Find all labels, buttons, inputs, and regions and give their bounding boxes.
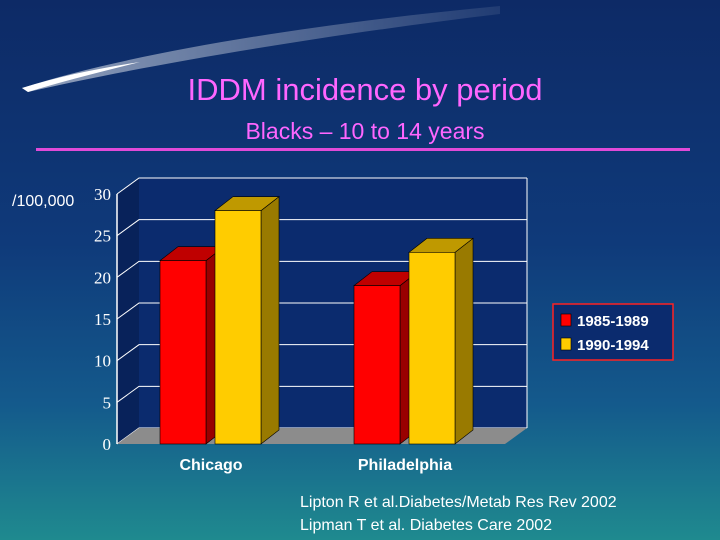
y-tick-label: 10 bbox=[94, 352, 111, 371]
gridline bbox=[116, 260, 527, 278]
legend-swatch bbox=[560, 337, 572, 351]
bar-1990-1994-Chicago bbox=[214, 210, 262, 445]
y-tick-label: 15 bbox=[94, 310, 111, 329]
y-tick-label: 30 bbox=[94, 185, 111, 204]
citation-2: Lipman T et al. Diabetes Care 2002 bbox=[300, 517, 553, 534]
gridline bbox=[116, 177, 527, 195]
bar-1985-1989-Philadelphia bbox=[353, 285, 401, 445]
legend-box bbox=[552, 303, 674, 361]
y-tick-label: 25 bbox=[94, 227, 111, 246]
bar-1990-1994-Philadelphia bbox=[408, 252, 456, 445]
x-tick-label: Chicago bbox=[179, 457, 242, 474]
bar-chart: 0 5 10 15 20 25 30 Chicago Philadelphia 1985-1989… bbox=[94, 177, 674, 474]
y-unit-label: /100,000 bbox=[12, 193, 75, 210]
bar-side-1990-1994-Chicago bbox=[260, 196, 280, 445]
y-tick-label: 5 bbox=[103, 393, 112, 412]
legend-swatch bbox=[560, 313, 572, 327]
x-tick-label: Philadelphia bbox=[358, 457, 452, 474]
bar-1985-1989-Chicago bbox=[159, 260, 207, 445]
legend-label: 1990-1994 bbox=[577, 337, 649, 354]
y-tick-label: 0 bbox=[103, 435, 112, 454]
title-divider bbox=[36, 148, 690, 151]
slide-title: IDDM incidence by period bbox=[187, 72, 543, 107]
bar-side-1990-1994-Philadelphia bbox=[454, 237, 474, 445]
y-tick-label: 20 bbox=[94, 268, 111, 287]
citation-1: Lipton R et al.Diabetes/Metab Res Rev 20… bbox=[300, 494, 617, 511]
slide-subtitle: Blacks – 10 to 14 years bbox=[245, 118, 485, 144]
gridline bbox=[116, 219, 527, 237]
legend-label: 1985-1989 bbox=[577, 313, 649, 330]
decorative-swoosh bbox=[22, 6, 500, 92]
